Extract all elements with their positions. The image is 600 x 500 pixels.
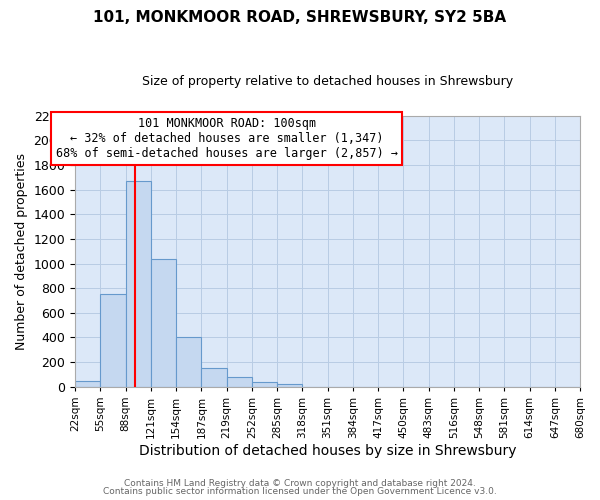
Y-axis label: Number of detached properties: Number of detached properties [15,152,28,350]
Text: 101 MONKMOOR ROAD: 100sqm
← 32% of detached houses are smaller (1,347)
68% of se: 101 MONKMOOR ROAD: 100sqm ← 32% of detac… [56,117,398,160]
Bar [252,382,277,387]
Text: Contains HM Land Registry data © Crown copyright and database right 2024.: Contains HM Land Registry data © Crown c… [124,478,476,488]
Bar [176,338,202,387]
Bar [277,384,302,387]
X-axis label: Distribution of detached houses by size in Shrewsbury: Distribution of detached houses by size … [139,444,517,458]
Bar [227,377,252,387]
Text: 101, MONKMOOR ROAD, SHREWSBURY, SY2 5BA: 101, MONKMOOR ROAD, SHREWSBURY, SY2 5BA [94,10,506,25]
Bar [151,258,176,387]
Bar [100,294,125,387]
Title: Size of property relative to detached houses in Shrewsbury: Size of property relative to detached ho… [142,75,513,88]
Text: Contains public sector information licensed under the Open Government Licence v3: Contains public sector information licen… [103,487,497,496]
Bar [202,368,227,387]
Bar [125,181,151,387]
Bar [75,380,100,387]
